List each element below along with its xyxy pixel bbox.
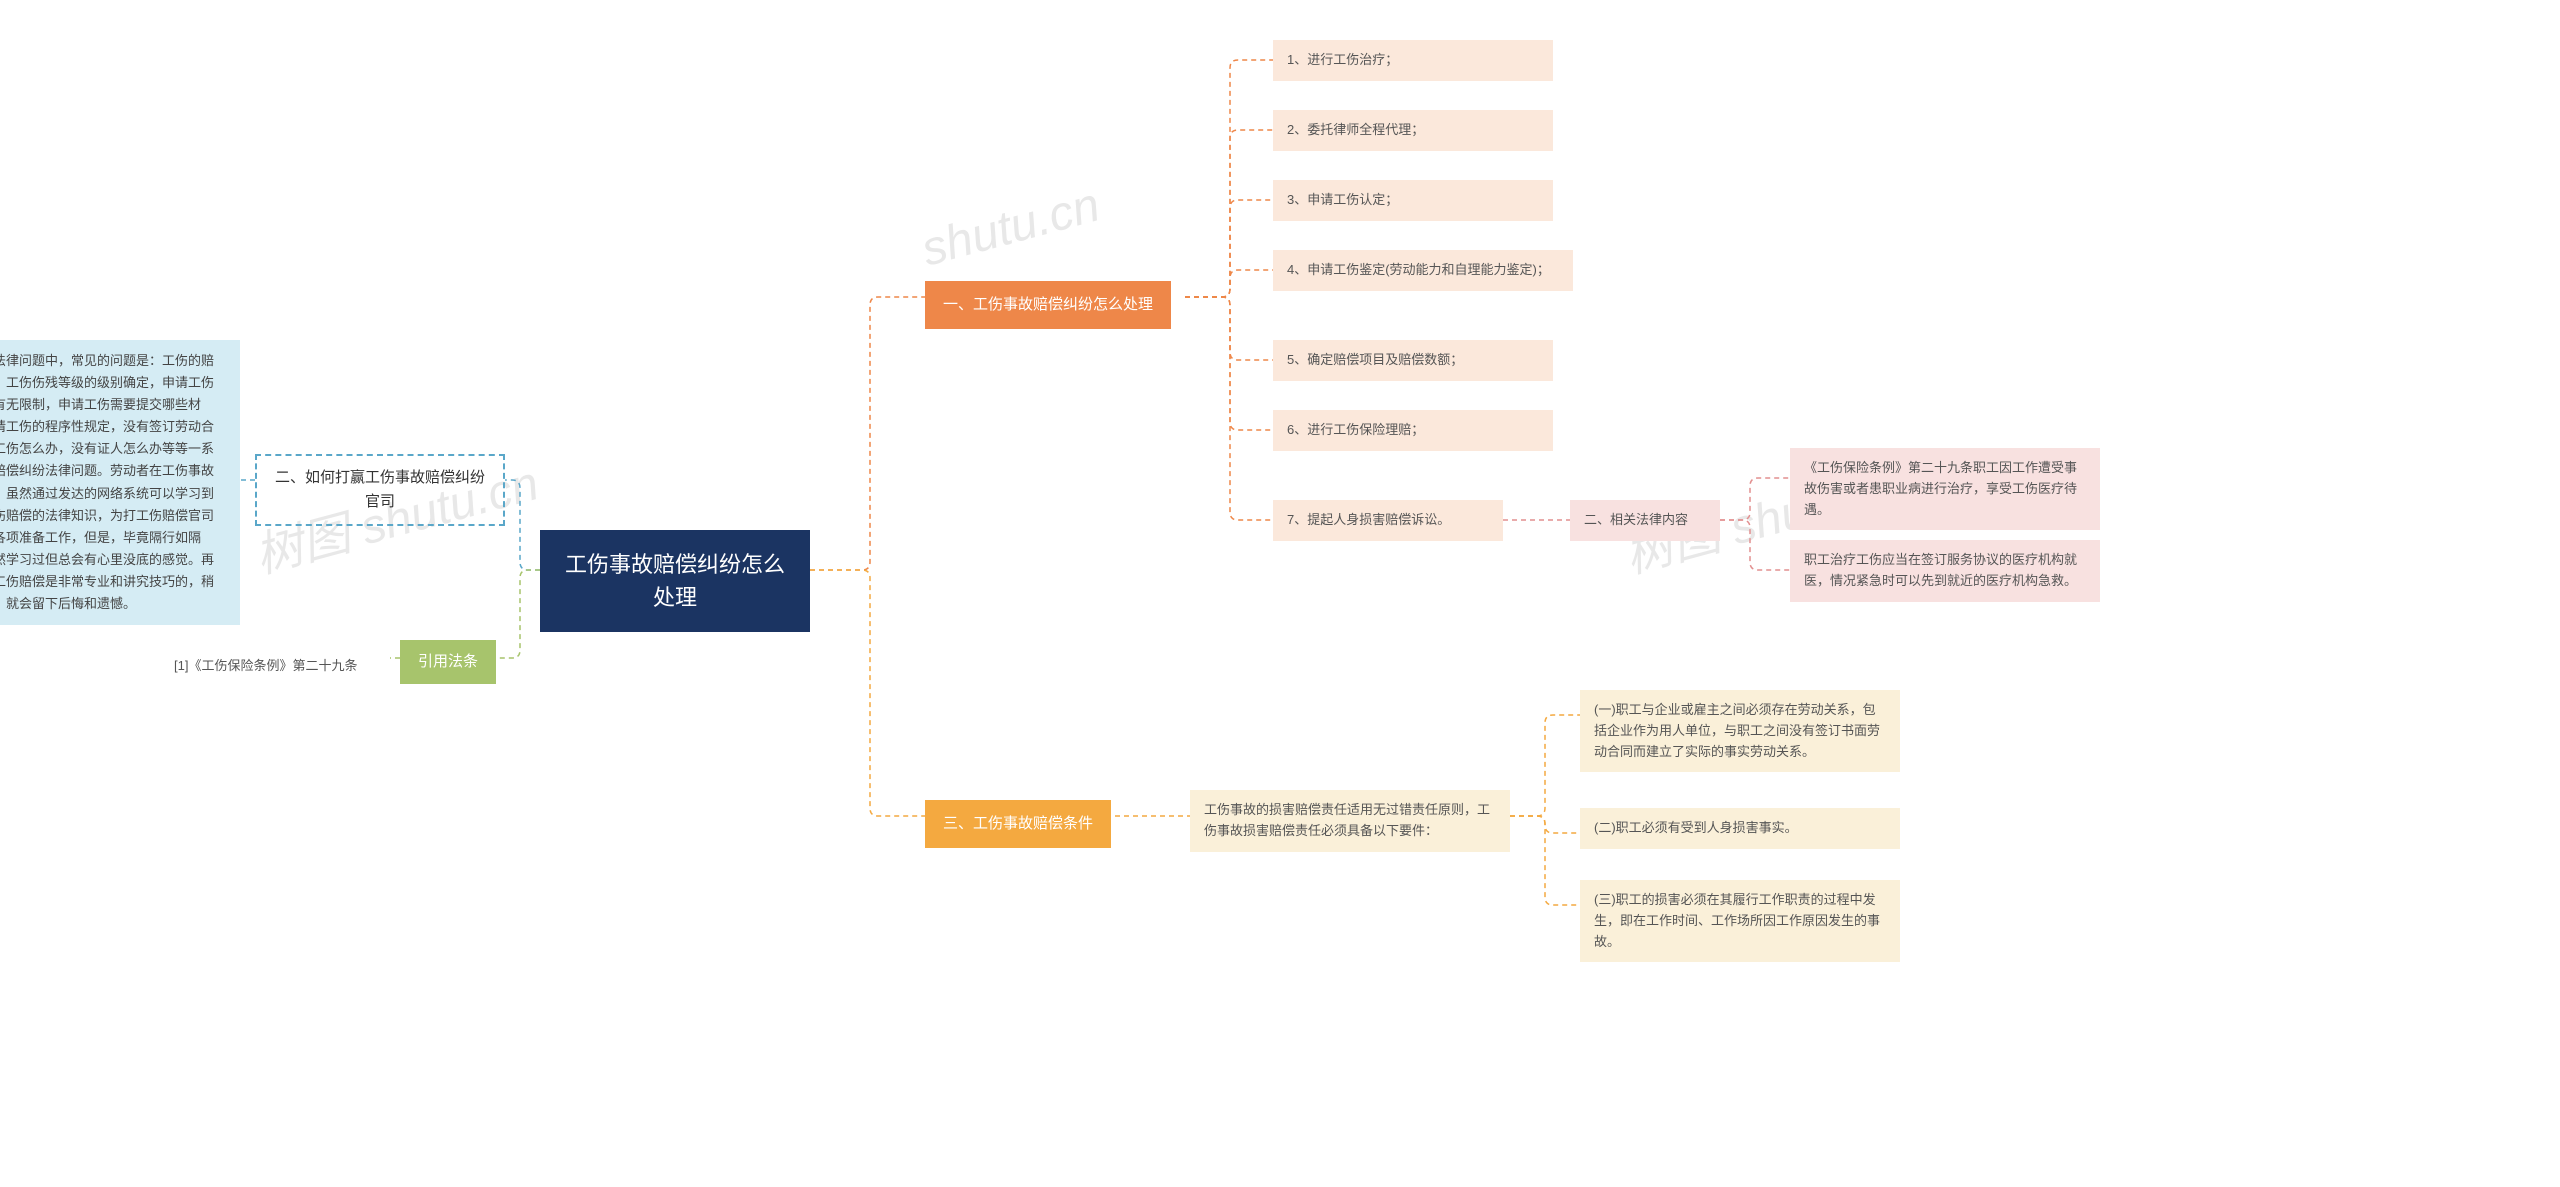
branch-2-leaf: 在工伤法律问题中，常见的问题是：工伤的赔偿数额，工伤伤残等级的级别确定，申请工伤… <box>0 340 240 625</box>
related-law-leaf: 《工伤保险条例》第二十九条职工因工作遭受事故伤害或者患职业病进行治疗，享受工伤医… <box>1790 448 2100 530</box>
branch-4: 引用法条 <box>400 640 496 684</box>
branch-3-leaf: (三)职工的损害必须在其履行工作职责的过程中发生，即在工作时间、工作场所因工作原… <box>1580 880 1900 962</box>
related-law-leaf: 职工治疗工伤应当在签订服务协议的医疗机构就医，情况紧急时可以先到就近的医疗机构急… <box>1790 540 2100 602</box>
branch-1-leaf: 3、申请工伤认定； <box>1273 180 1553 221</box>
branch-1-leaf: 7、提起人身损害赔偿诉讼。 <box>1273 500 1503 541</box>
connector-layer <box>0 0 2560 1187</box>
related-law-node: 二、相关法律内容 <box>1570 500 1720 541</box>
branch-3-mid: 工伤事故的损害赔偿责任适用无过错责任原则，工伤事故损害赔偿责任必须具备以下要件： <box>1190 790 1510 852</box>
branch-2: 二、如何打赢工伤事故赔偿纠纷官司 <box>255 454 505 526</box>
branch-3-leaf: (一)职工与企业或雇主之间必须存在劳动关系，包括企业作为用人单位，与职工之间没有… <box>1580 690 1900 772</box>
branch-1: 一、工伤事故赔偿纠纷怎么处理 <box>925 281 1171 329</box>
branch-1-leaf: 4、申请工伤鉴定(劳动能力和自理能力鉴定)； <box>1273 250 1573 291</box>
watermark: shutu.cn <box>916 177 1106 277</box>
branch-3-leaf: (二)职工必须有受到人身损害事实。 <box>1580 808 1900 849</box>
root-node: 工伤事故赔偿纠纷怎么处理 <box>540 530 810 632</box>
branch-1-leaf: 2、委托律师全程代理； <box>1273 110 1553 151</box>
branch-1-leaf: 5、确定赔偿项目及赔偿数额； <box>1273 340 1553 381</box>
branch-3: 三、工伤事故赔偿条件 <box>925 800 1111 848</box>
branch-1-leaf: 6、进行工伤保险理赔； <box>1273 410 1553 451</box>
branch-1-leaf: 1、进行工伤治疗； <box>1273 40 1553 81</box>
branch-4-leaf: [1]《工伤保险条例》第二十九条 <box>160 646 390 687</box>
